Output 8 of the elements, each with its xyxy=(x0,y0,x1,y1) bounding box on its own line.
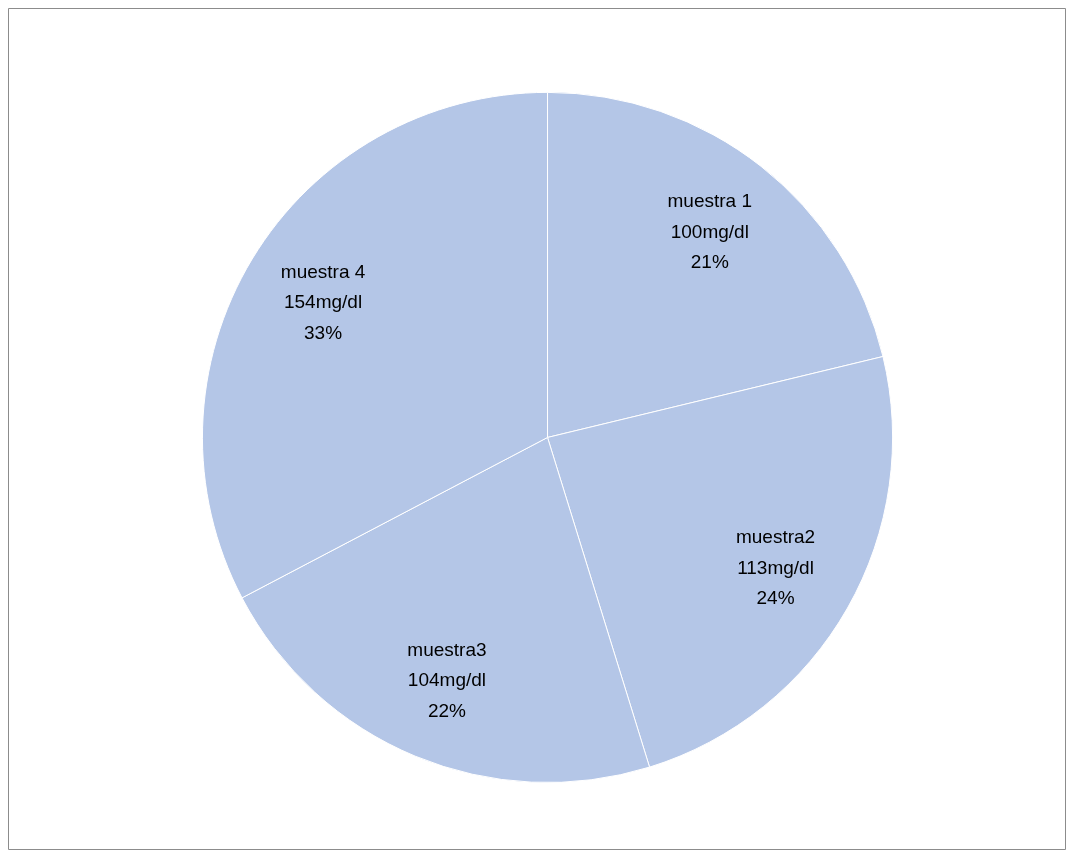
slice-label: muestra3 xyxy=(407,638,487,660)
data-label: 113mg/dl 24% xyxy=(737,556,814,609)
slice-label: muestra 1 xyxy=(667,190,753,212)
slice-label: muestra 4 xyxy=(280,260,366,282)
data-label: 104mg/dl 22% xyxy=(407,669,487,721)
data-label: 100mg/dl 21% xyxy=(670,220,749,273)
slice-label: muestra2 xyxy=(735,526,816,548)
data-label: 154mg/dl 33% xyxy=(283,291,363,343)
